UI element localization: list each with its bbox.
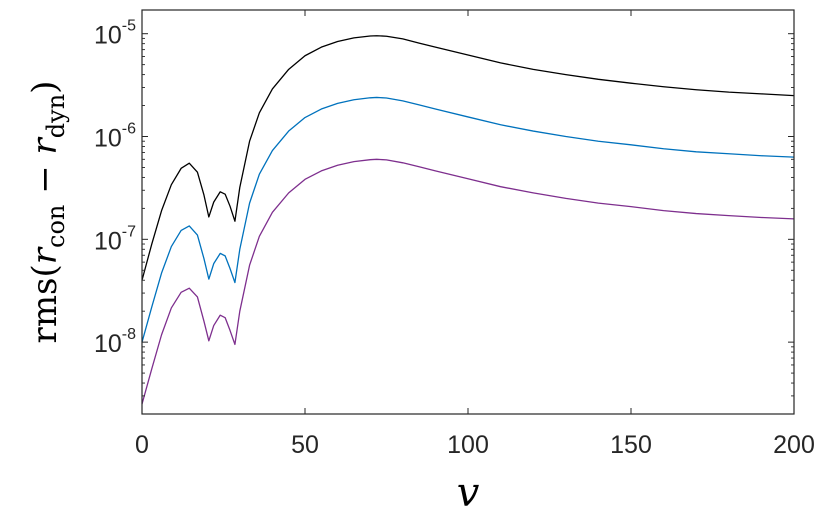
plot-background: [142, 10, 794, 414]
x-axis-label: v: [457, 470, 480, 516]
y-axis-label: rms(rcon − rdyn): [25, 81, 70, 344]
y-tick-label: 10-7: [94, 223, 136, 255]
x-tick-label: 100: [447, 431, 489, 459]
series-line-2: [141, 96, 795, 343]
x-tick-label: 150: [610, 431, 652, 459]
series-line-1: [141, 35, 795, 281]
y-tick-label: 10-5: [94, 18, 136, 50]
tick-layer: 0 50 100 150 200 10-8 10-7 10-6 10-5: [94, 10, 815, 459]
plot-frame: [141, 9, 795, 415]
series-line-3: [141, 158, 795, 405]
y-axis-title: rms(rcon − rdyn): [25, 81, 70, 344]
y-tick-label: 10-6: [94, 121, 136, 153]
y-tick-label: 10-8: [94, 326, 136, 358]
series-layer: [141, 35, 795, 405]
x-tick-label: 200: [773, 431, 815, 459]
x-tick-label: 0: [135, 431, 149, 459]
x-axis-title: v: [457, 470, 480, 516]
x-tick-label: 50: [291, 431, 319, 459]
